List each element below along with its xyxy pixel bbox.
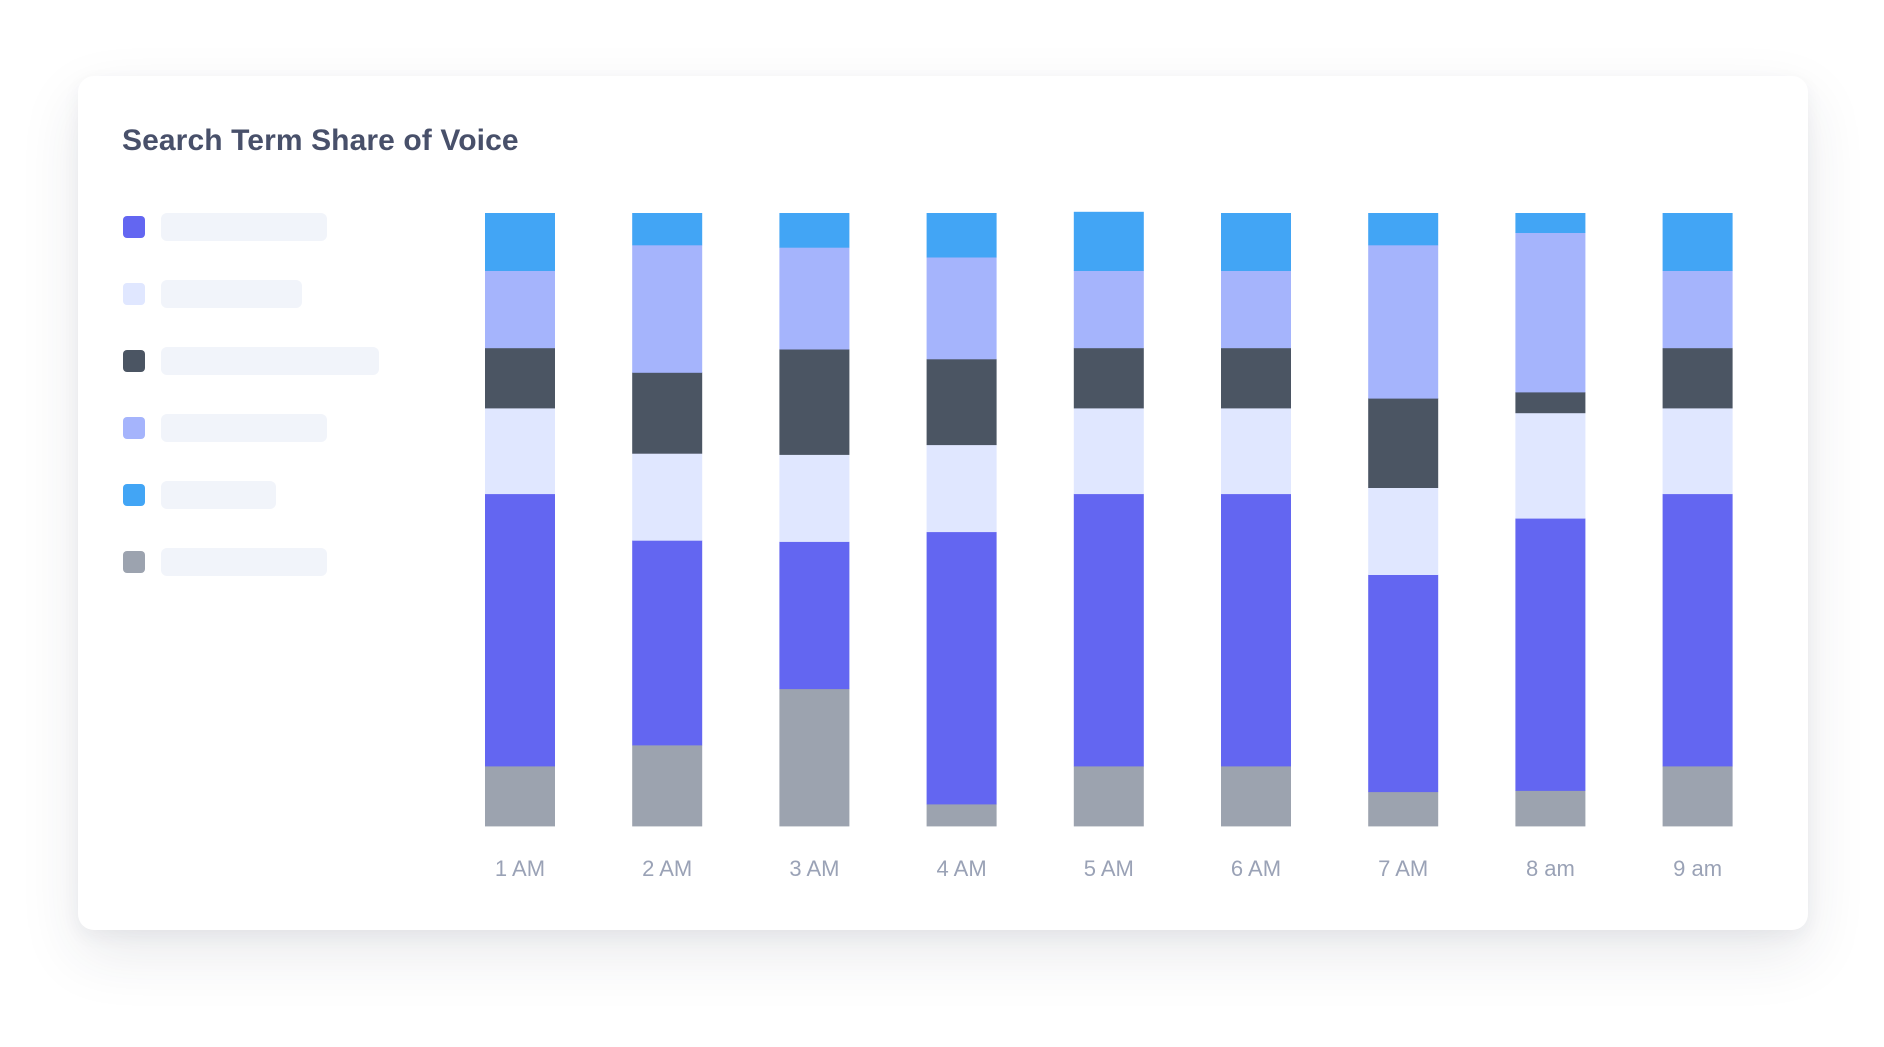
chart-title: Search Term Share of Voice (122, 124, 519, 157)
bar-segment-4-1 (926, 803, 997, 827)
bar-segment-6-3 (1221, 407, 1291, 495)
x-tick-label: 7 AM (1378, 856, 1428, 881)
x-tick-label: 4 AM (937, 856, 987, 881)
bar-segment-5-6 (1073, 211, 1144, 271)
bar-segment-7-5 (1368, 244, 1439, 399)
x-tick-label: 9 am (1673, 856, 1722, 881)
legend-label-placeholder (161, 481, 276, 509)
bar-segment-3-1 (779, 688, 850, 827)
bar-segment-9-4 (1662, 347, 1733, 409)
legend-label-placeholder (161, 213, 327, 241)
bar-segment-4-2 (926, 531, 997, 805)
bar-segment-5-5 (1073, 270, 1144, 349)
legend-swatch (123, 350, 145, 372)
chart-card: Search Term Share of Voice 1 AM 2 AM 3 AM 4… (78, 76, 1808, 930)
bar-segment-8-4 (1515, 392, 1586, 414)
legend-swatch (123, 216, 145, 238)
bar-segment-5-1 (1073, 765, 1144, 827)
bar-segment-5-3 (1073, 407, 1144, 495)
bar-segment-6-4 (1221, 347, 1291, 409)
bar-segment-8-6 (1515, 213, 1586, 233)
bar-segment-7-4 (1368, 398, 1439, 488)
bar-segment-9-5 (1662, 270, 1733, 349)
legend-label-placeholder (161, 280, 302, 308)
bar-segment-6-1 (1221, 765, 1291, 827)
stacked-bar-chart: 1 AM 2 AM 3 AM 4 AM 5 AM 6 AM 7 AM 8 am 9 am (485, 211, 1733, 881)
bar-segment-3-4 (779, 349, 850, 455)
legend-label-placeholder (161, 548, 327, 576)
bar-segment-6-6 (1221, 213, 1291, 271)
bar-segment-4-4 (926, 358, 997, 446)
legend-swatch (123, 484, 145, 506)
bar-segment-7-6 (1368, 213, 1439, 246)
legend-swatch (123, 283, 145, 305)
bar-segment-7-3 (1368, 487, 1439, 575)
bar-segment-9-1 (1662, 765, 1733, 827)
bar-segment-8-1 (1515, 790, 1586, 827)
bar-segment-3-6 (779, 213, 850, 248)
bar-segment-4-6 (926, 213, 997, 258)
bar-segment-1-5 (485, 270, 555, 349)
bar-segment-5-4 (1073, 347, 1144, 409)
bar-segment-8-3 (1515, 412, 1586, 519)
legend-swatch (123, 417, 145, 439)
bar-segment-9-3 (1662, 407, 1733, 495)
x-tick-label: 5 AM (1084, 856, 1134, 881)
bar-segment-6-5 (1221, 270, 1291, 349)
bar-segment-4-3 (926, 444, 997, 533)
bar-segment-1-6 (485, 213, 555, 271)
bar-segment-7-2 (1368, 574, 1439, 793)
x-tick-label: 8 am (1526, 856, 1575, 881)
x-tick-label: 6 AM (1231, 856, 1281, 881)
bar-segment-8-2 (1515, 518, 1586, 791)
bar-segment-3-3 (779, 454, 850, 542)
bar-segment-2-2 (632, 540, 703, 746)
legend-swatch (123, 551, 145, 573)
legend-label-placeholder (161, 347, 379, 375)
bar-segment-2-1 (632, 745, 703, 827)
bar-segment-1-1 (485, 765, 555, 827)
x-tick-label: 3 AM (789, 856, 839, 881)
bar-segment-4-5 (926, 257, 997, 360)
bar-segment-3-5 (779, 247, 850, 350)
bar-segment-9-6 (1662, 213, 1733, 271)
bar-segment-1-3 (485, 407, 555, 495)
bar-segment-6-2 (1221, 493, 1291, 767)
bar-segment-2-5 (632, 244, 703, 373)
bar-segment-9-2 (1662, 493, 1733, 767)
bar-segment-7-1 (1368, 791, 1439, 827)
bar-segment-1-2 (485, 493, 555, 767)
bar-segment-1-4 (485, 347, 555, 409)
bar-segment-5-2 (1073, 493, 1144, 767)
bar-segment-2-3 (632, 453, 703, 541)
bar-segment-3-2 (779, 541, 850, 690)
x-tick-label: 2 AM (642, 856, 692, 881)
bar-segment-2-4 (632, 372, 703, 454)
bar-segment-8-5 (1515, 232, 1586, 393)
bar-segment-2-6 (632, 213, 703, 246)
x-tick-label: 1 AM (495, 856, 545, 881)
legend-label-placeholder (161, 414, 327, 442)
